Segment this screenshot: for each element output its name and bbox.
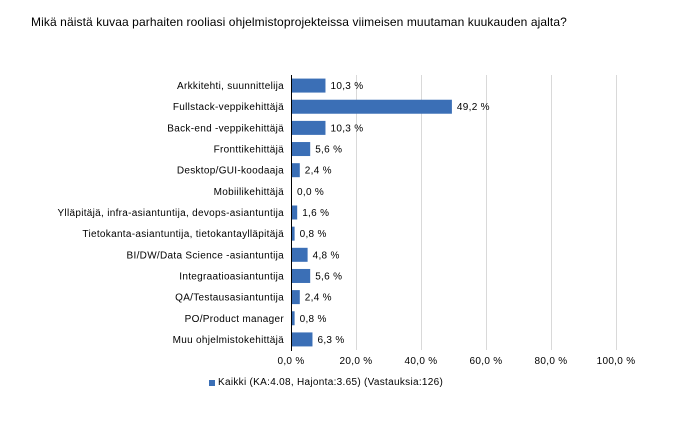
x-tick-label: 80,0 % (535, 356, 568, 367)
data-label: 0,8 % (300, 314, 327, 325)
category-label: Muu ohjelmistokehittäjä (173, 335, 285, 346)
bar (292, 163, 300, 178)
x-tick-label: 20,0 % (340, 356, 373, 367)
data-label: 0,0 % (297, 187, 324, 198)
x-tick-label: 0,0 % (277, 356, 304, 367)
data-label: 5,6 % (315, 145, 342, 156)
data-label: 10,3 % (330, 81, 363, 92)
data-label: 5,6 % (315, 271, 342, 282)
x-tick-label: 40,0 % (405, 356, 438, 367)
x-tick-label: 100,0 % (597, 356, 636, 367)
category-label: Ylläpitäjä, infra-asiantuntija, devops-a… (57, 208, 284, 219)
x-tick-label: 60,0 % (470, 356, 503, 367)
bar (292, 120, 326, 135)
category-label: Mobiilikehittäjä (214, 187, 285, 198)
category-label: Fronttikehittäjä (214, 145, 285, 156)
data-label: 1,6 % (302, 208, 329, 219)
bar (292, 311, 295, 326)
bar (292, 99, 452, 114)
data-label: 49,2 % (457, 102, 490, 113)
legend: Kaikki (KA:4.08, Hajonta:3.65) (Vastauks… (209, 377, 443, 388)
data-label: 10,3 % (330, 123, 363, 134)
bar (292, 205, 298, 220)
question-title: Mikä näistä kuvaa parhaiten rooliasi ohj… (31, 15, 567, 29)
legend-label: Kaikki (KA:4.08, Hajonta:3.65) (Vastauks… (218, 377, 444, 388)
bar (292, 332, 313, 347)
category-label: Integraatioasiantuntija (179, 271, 284, 282)
bar (292, 226, 295, 241)
bar (292, 78, 326, 93)
data-label: 0,8 % (300, 229, 327, 240)
data-label: 4,8 % (313, 250, 340, 261)
category-label: Desktop/GUI-koodaaja (177, 166, 284, 177)
bar (292, 290, 300, 305)
data-label: 6,3 % (317, 335, 344, 346)
category-label: QA/Testausasiantuntija (175, 293, 284, 304)
category-label: PO/Product manager (185, 314, 285, 325)
bar (292, 142, 311, 157)
bar (292, 247, 308, 262)
data-label: 2,4 % (305, 166, 332, 177)
data-label: 2,4 % (305, 293, 332, 304)
category-label: Back-end -veppikehittäjä (167, 123, 284, 134)
category-label: Tietokanta-asiantuntija, tietokantaylläp… (82, 229, 284, 240)
legend-swatch (209, 379, 215, 386)
bar (292, 268, 311, 283)
category-label: Arkkitehti, suunnittelija (177, 81, 284, 92)
category-label: Fullstack-veppikehittäjä (173, 102, 284, 113)
category-label: BI/DW/Data Science -asiantuntija (127, 250, 285, 261)
